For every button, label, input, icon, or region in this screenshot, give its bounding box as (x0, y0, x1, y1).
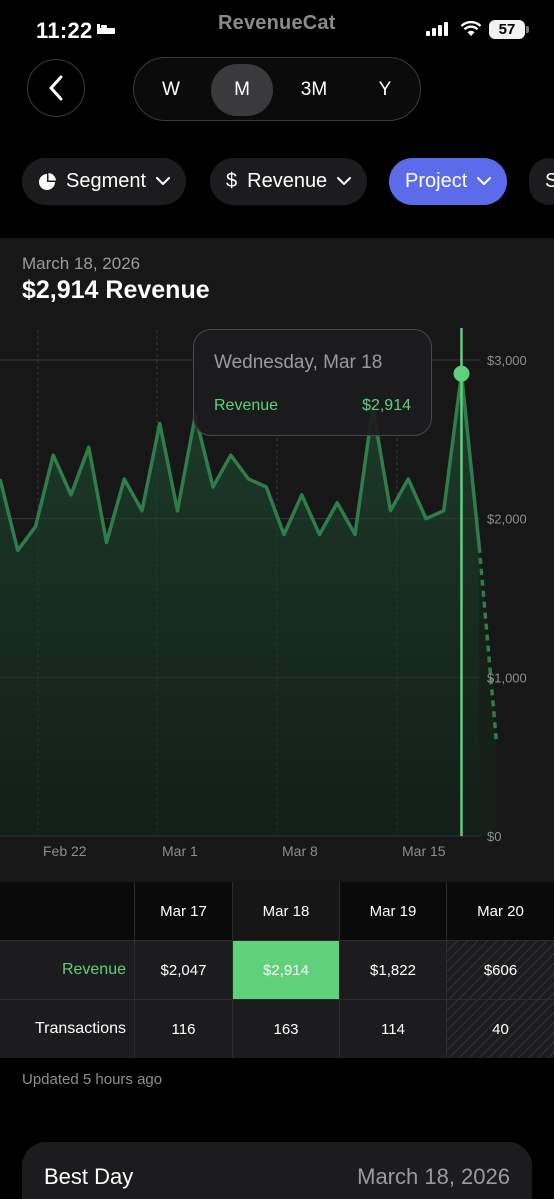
y-tick-label: $3,000 (487, 353, 527, 368)
chart-tooltip: Wednesday, Mar 18 Revenue $2,914 (193, 329, 432, 436)
cellular-signal-icon (426, 22, 450, 41)
x-tick-label: Feb 22 (43, 843, 87, 859)
selected-headline: $2,914 Revenue (22, 276, 210, 304)
wifi-icon (460, 20, 482, 42)
period-selector: W M 3M Y (133, 57, 421, 121)
chevron-down-icon (337, 177, 352, 185)
revenue-area (0, 373, 480, 836)
best-day-value: March 18, 2026 (357, 1164, 510, 1189)
x-tick-label: Mar 1 (162, 843, 198, 859)
period-year[interactable]: Y (378, 79, 392, 100)
more-chip[interactable]: S (529, 158, 554, 205)
table-cell-projected[interactable]: $606 (446, 941, 554, 999)
more-chip-label: S (545, 170, 554, 192)
filter-chips: Segment $ Revenue Project S (0, 158, 554, 206)
chevron-down-icon (156, 177, 171, 185)
selected-date: March 18, 2026 (22, 254, 141, 273)
selected-point (453, 365, 470, 382)
battery-indicator: 57 (489, 20, 525, 39)
revenue-chip-label: Revenue (247, 170, 328, 192)
revenue-chip[interactable]: $ Revenue (210, 158, 368, 205)
period-month[interactable]: M (211, 64, 273, 116)
table-cell-projected[interactable]: 40 (446, 1000, 554, 1058)
table-cell-highlighted[interactable]: $2,914 (232, 941, 339, 999)
x-tick-label: Mar 8 (282, 843, 318, 859)
updated-timestamp: Updated 5 hours ago (22, 1071, 163, 1088)
revenue-line (0, 371, 481, 553)
y-tick-label: $1,000 (487, 670, 527, 685)
revenue-chart[interactable]: $3,000 $2,000 $1,000 $0 Feb 22 Mar 1 Mar 8 Mar … (0, 0, 554, 882)
tooltip-title: Wednesday, Mar 18 (214, 352, 383, 373)
projected-area (479, 546, 497, 836)
back-button[interactable] (27, 59, 85, 117)
segment-chip[interactable]: Segment (22, 158, 187, 205)
project-chip[interactable]: Project (389, 158, 508, 205)
row-label-transactions: Transactions (35, 1020, 126, 1037)
column-header[interactable]: Mar 19 (339, 882, 446, 940)
row-label-revenue: Revenue (61, 961, 126, 978)
status-bar: 11:22 RevenueCat 57 (0, 0, 554, 60)
period-week[interactable]: W (162, 79, 180, 100)
column-header[interactable]: Mar 20 (446, 882, 554, 940)
column-header[interactable]: Mar 17 (134, 882, 232, 940)
app-logo: RevenueCat (218, 12, 336, 34)
pie-chart-icon (39, 172, 56, 190)
battery-nub (526, 26, 529, 33)
x-tick-label: Mar 15 (402, 843, 446, 859)
table-row: Transactions 116 163 114 40 (0, 999, 554, 1058)
chevron-down-icon (477, 177, 492, 185)
column-header[interactable]: Mar 18 (232, 882, 339, 940)
tooltip-label: Revenue (214, 397, 279, 414)
chevron-left-icon (49, 75, 63, 101)
sleep-focus-icon (96, 22, 116, 41)
dollar-icon: $ (226, 170, 238, 192)
project-chip-label: Project (405, 170, 468, 192)
period-3month[interactable]: 3M (300, 79, 328, 100)
table-header-row: Mar 17 Mar 18 Mar 19 Mar 20 (0, 882, 554, 940)
table-cell[interactable]: $1,822 (339, 941, 446, 999)
table-cell[interactable]: 163 (232, 1000, 339, 1058)
table-cell[interactable]: $2,047 (134, 941, 232, 999)
segment-chip-label: Segment (66, 170, 147, 192)
best-day-card[interactable]: Best Day March 18, 2026 (22, 1142, 532, 1199)
y-tick-label: $2,000 (487, 512, 527, 527)
best-day-label: Best Day (44, 1164, 134, 1189)
tooltip-value: $2,914 (362, 397, 411, 414)
clock: 11:22 (36, 18, 93, 43)
table-cell[interactable]: 114 (339, 1000, 446, 1058)
table-row: Revenue $2,047 $2,914 $1,822 $606 (0, 940, 554, 999)
table-cell[interactable]: 116 (134, 1000, 232, 1058)
y-tick-label: $0 (487, 829, 501, 844)
